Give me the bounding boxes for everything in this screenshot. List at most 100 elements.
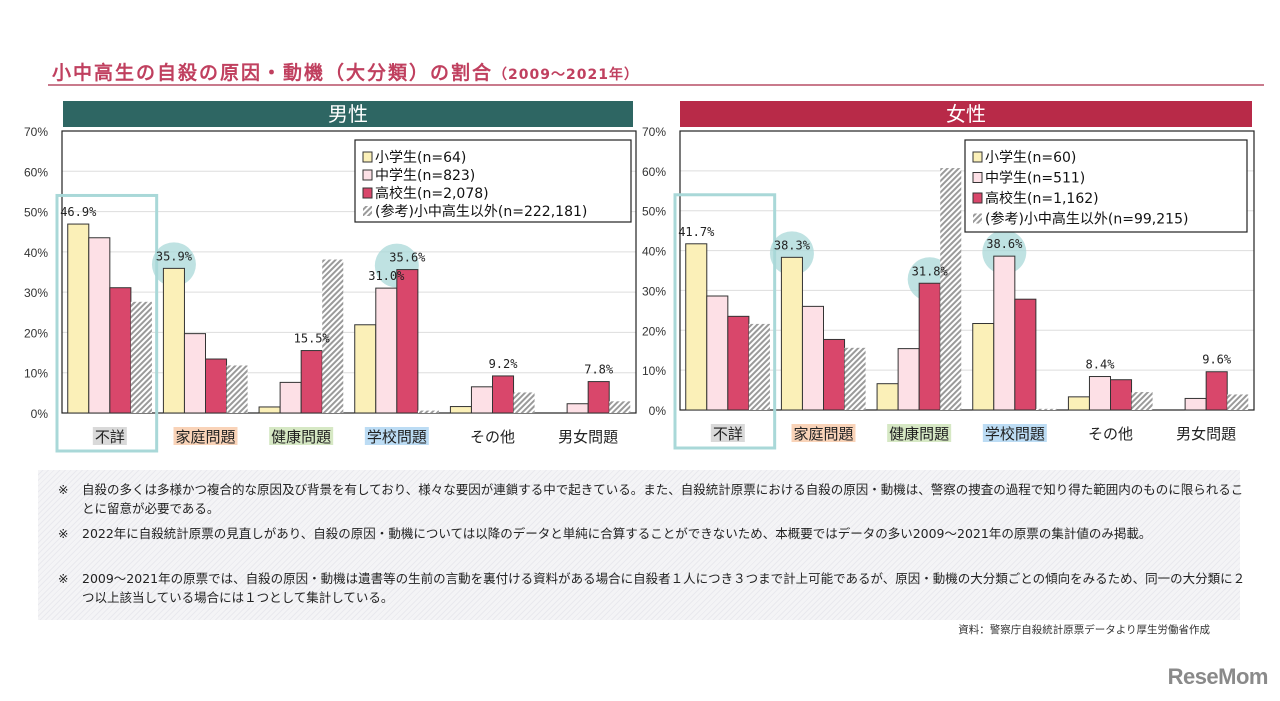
data-label: 7.8% [584,363,614,377]
legend-label: 小学生(n=64) [375,150,466,166]
y-tick-label: 0% [649,404,667,418]
bar-0-2 [876,383,899,411]
bar-1-2 [897,348,920,411]
legend-box [964,139,1248,233]
bar-1-5 [566,403,589,414]
legend-swatch [972,192,983,204]
data-label: 8.4% [1086,358,1116,372]
bar-3-0 [130,301,152,413]
bar-3-5 [609,401,631,413]
bar-0-4 [449,406,472,414]
y-tick-label: 60% [642,165,666,179]
note-3: ※ 2009～2021年の原票では、自殺の原因・動機は遺書等の生前の言動を裏付ける… [58,569,1252,607]
category-label-bg [269,427,334,445]
data-label: 35.6% [389,251,426,265]
source-note: 資料：警察庁自殺統計原票データより厚生労働省作成 [958,624,1210,636]
y-tick-label: 50% [642,205,666,219]
bar-3-4 [1131,392,1153,410]
legend-swatch [363,206,372,216]
y-tick-label: 50% [24,206,48,220]
legend-label: 高校生(n=1,162) [985,190,1099,207]
bar-2-5 [587,381,610,414]
note-text: 2022年に自殺統計原票の見直しがあり、自殺の原因・動機については以降のデータと… [82,526,1152,541]
note-1: ※ 自殺の多くは多様かつ複合的な原因及び背景を有しており、様々な要因が連鎖する中で… [58,480,1252,518]
bar-3-3 [1035,408,1057,410]
category-label: その他 [1088,425,1133,443]
legend-label: (参考)小中高生以外(n=99,215) [985,211,1188,228]
highlight-box [55,193,159,453]
data-label: 9.6% [1202,353,1232,367]
notes-box: ※ 自殺の多くは多様かつ複合的な原因及び背景を有しており、様々な要因が連鎖する中で… [38,470,1245,620]
bar-2-1 [823,338,846,411]
bar-0-3 [354,324,377,414]
data-label: 38.6% [986,237,1023,251]
category-label: 学校問題 [985,425,1045,443]
legend-label: 中学生(n=823) [375,168,475,184]
data-label: 15.5% [294,332,331,346]
legend-swatch [972,172,983,183]
bar-3-2 [940,168,962,410]
bar-3-2 [322,259,344,413]
bar-1-2 [279,381,302,414]
bar-3-1 [226,365,248,413]
note-2: ※ 2022年に自殺統計原票の見直しがあり、自殺の原因・動機については以降のデータ… [58,524,1252,543]
bar-0-0 [67,223,90,414]
note-text: 2009～2021年の原票では、自殺の原因・動機は遺書等の生前の言動を裏付ける資… [82,571,1246,605]
bar-3-5 [1227,394,1249,410]
y-tick-label: 70% [642,125,666,139]
bar-1-5 [1184,397,1207,411]
bar-2-3 [396,269,419,414]
note-mark: ※ [58,482,69,497]
bar-1-1 [801,305,824,411]
bar-1-1 [183,333,207,414]
highlight-box [673,193,777,450]
bar-0-1 [780,256,803,411]
y-tick-label: 10% [24,367,48,381]
bar-3-0 [748,323,770,410]
bar-2-4 [1110,379,1133,411]
category-label: 男女問題 [1176,425,1236,443]
y-tick-label: 10% [642,364,666,378]
legend-swatch [362,187,373,199]
category-label: 家庭問題 [793,425,853,443]
y-tick-label: 70% [24,125,48,139]
bar-0-2 [258,406,281,414]
male-panel-header: 男性 [63,101,633,127]
y-tick-label: 40% [642,245,666,259]
bar-2-0 [109,287,132,414]
bar-2-0 [727,315,750,411]
page-title: 小中高生の自殺の原因・動機（大分類）の割合（2009～2021年） [52,58,639,85]
data-label: 35.9% [156,249,193,263]
category-label-bg [364,427,429,445]
bar-0-3 [972,323,995,411]
legend-box [354,139,632,223]
legend-swatch [973,213,982,224]
title-period: （2009～2021年） [493,67,639,83]
y-tick-label: 20% [642,324,666,338]
title-main: 小中高生の自殺の原因・動機（大分類）の割合 [52,62,494,84]
bar-2-5 [1205,371,1228,411]
y-tick-label: 60% [24,165,48,179]
legend-label: 中学生(n=511) [985,171,1085,187]
category-label: 健康問題 [271,428,331,446]
bar-2-1 [205,358,228,414]
data-label: 46.9% [60,205,97,219]
data-label: 31.8% [912,264,949,278]
legend-label: (参考)小中高生以外(n=222,181) [375,203,587,220]
title-underline [48,84,1264,86]
y-tick-label: 0% [31,407,49,421]
category-label: 男女問題 [558,428,618,446]
legend-swatch [362,169,373,181]
note-text: 自殺の多くは多様かつ複合的な原因及び背景を有しており、様々な要因が連鎖する中で起… [82,482,1244,516]
bar-0-4 [1067,396,1090,411]
bar-2-4 [492,375,515,414]
plot-frame [61,130,637,414]
category-label-bg [173,427,238,445]
data-label: 38.3% [774,238,811,252]
bar-1-4 [1088,376,1112,411]
bar-0-0 [685,243,708,411]
bar-1-3 [375,287,398,414]
bar-2-3 [1014,298,1037,411]
legend-label: 小学生(n=60) [985,150,1076,166]
